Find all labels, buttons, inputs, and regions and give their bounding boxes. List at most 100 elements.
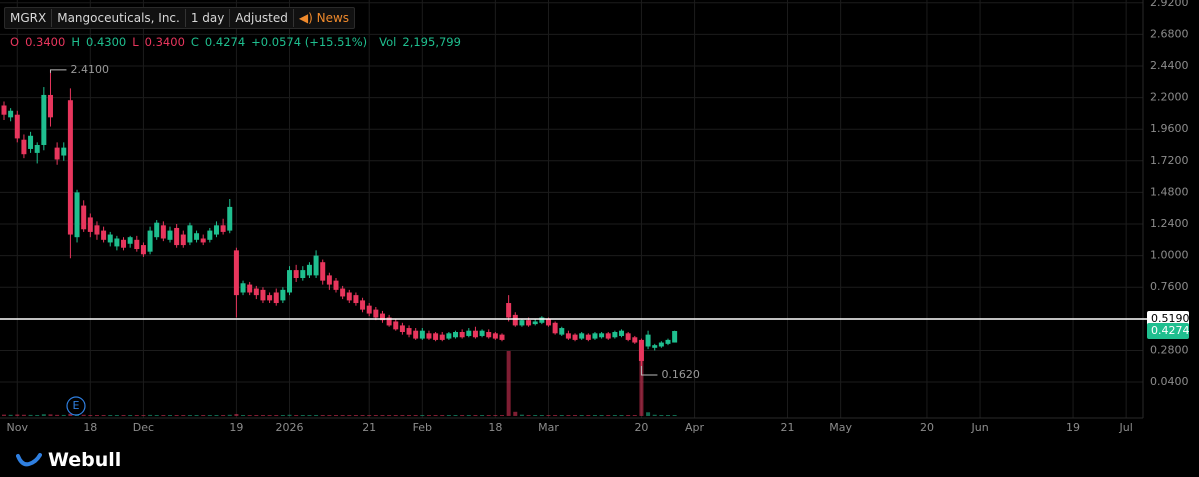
candle-body [612,332,618,338]
volume-bar [632,415,637,416]
volume-bar [353,415,358,416]
volume-bar [28,414,33,416]
volume-bar [161,415,166,416]
volume-bar [626,415,631,416]
volume-bar [81,414,86,416]
volume-bar [413,415,418,416]
candle-body [34,144,40,153]
last-price-tag [1147,323,1189,340]
x-tick-label: 21 [781,421,795,434]
volume-bar [486,415,491,416]
low-label: L [132,35,139,49]
candle-body [559,328,565,335]
volume-bar [148,414,153,416]
candle-body [167,230,173,240]
volume-bar [440,415,445,416]
volume-bar [327,415,332,416]
candle-body [599,333,605,338]
volume-bar [41,414,46,416]
open-label: O [10,35,20,49]
candle-body [399,325,405,333]
candle-body [579,333,585,339]
volume-bar [307,415,312,416]
volume-bar [141,415,146,416]
volume-bar [433,415,438,416]
volume-bar [207,415,212,416]
x-tick-label: 19 [229,421,243,434]
change: +0.0574 (+15.51%) [251,35,368,49]
candle-body [426,333,432,339]
adjustment[interactable]: Adjusted [230,9,294,27]
volume-bar [612,415,617,416]
volume-bar [168,415,172,416]
volume-bar [214,415,219,416]
volume-bar [2,414,6,416]
x-tick-label: 19 [1066,421,1080,434]
volume-bar [466,415,471,416]
volume-bar [201,415,206,416]
price-line-tag [1147,310,1189,327]
volume-bar [274,415,279,416]
symbol[interactable]: MGRX [5,9,53,27]
candle-body [499,334,505,340]
candle-body [247,284,253,293]
volume-bar [15,414,20,416]
news-label: News [316,11,350,25]
volume-bar [88,415,93,416]
volume-bar [48,414,53,416]
candle-body [260,289,266,301]
candle-body [526,320,532,326]
candle-body [333,280,339,290]
candle-body [227,206,233,231]
volume-bar [526,414,531,416]
candle-body [293,270,299,279]
symbol-bar: MGRX Mangoceuticals, Inc. 1 day Adjusted… [4,7,356,29]
candle-body [187,225,193,243]
candle-body [101,230,107,240]
high-label: H [71,35,80,49]
candle-body [572,334,578,340]
x-tick-label: Nov [7,421,29,434]
volume-bar [592,415,597,416]
candle-body [220,225,226,232]
volume-bar [420,415,425,416]
volume-bar [606,415,611,416]
interval[interactable]: 1 day [186,9,231,27]
candle-body [127,237,133,244]
candle-body [459,332,465,338]
candle-body [373,309,379,318]
y-tick-label: 0.7600 [1150,280,1189,293]
volume-bar [586,415,591,416]
candle-body [81,205,87,230]
volume-bar [314,414,319,416]
candle-body [213,225,219,235]
candle-body [519,320,525,326]
volume-bar [639,359,644,416]
volume-bar [446,415,451,416]
volume-bar [473,415,478,416]
volume-bar [194,415,199,416]
candle-body [413,330,419,339]
candle-body [300,270,306,279]
volume-bar [393,415,398,416]
news[interactable]: ◀) News [298,11,350,25]
earnings-marker[interactable] [66,396,86,416]
candle-body [320,262,326,281]
candle-body [114,238,120,247]
volume-bar [387,415,392,416]
y-tick-label: 0.0400 [1150,375,1189,388]
y-tick-label: 1.2400 [1150,217,1189,230]
candle-body [154,222,160,238]
volume-bar [513,411,518,416]
earnings-label: E [73,399,80,412]
candle-body [14,114,20,139]
candle-body [121,239,127,248]
y-tick-label: 2.2000 [1150,91,1189,104]
candle-body [585,334,591,340]
y-tick-label: 1.7200 [1150,154,1189,167]
volume-bar [55,414,60,416]
low-marker-label: 0.1620 [661,368,700,381]
candle-body [107,234,113,243]
